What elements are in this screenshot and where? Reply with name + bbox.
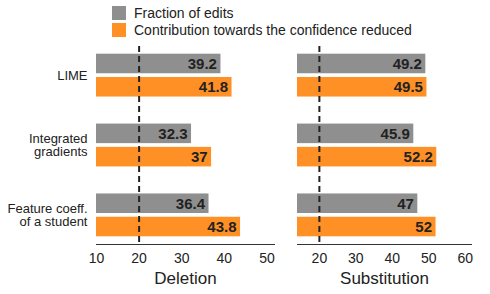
svg-text:Feature coeff.of a student: Feature coeff.of a student [8,201,88,229]
svg-text:39.2: 39.2 [188,55,217,72]
svg-text:40: 40 [385,250,401,266]
svg-text:32.3: 32.3 [158,125,187,142]
svg-text:20: 20 [312,250,328,266]
svg-text:41.8: 41.8 [199,78,228,95]
html-text:Substitution: Substitution [340,269,429,288]
svg-text:10: 10 [89,250,105,266]
svg-text:43.8: 43.8 [207,218,236,235]
svg-text:49.5: 49.5 [394,78,423,95]
svg-text:60: 60 [457,250,473,266]
svg-text:47: 47 [397,195,414,212]
svg-text:LIME: LIME [57,68,88,83]
svg-text:30: 30 [348,250,364,266]
svg-text:52.2: 52.2 [404,148,433,165]
svg-text:45.9: 45.9 [381,125,410,142]
svg-text:50: 50 [421,250,437,266]
svg-text:49.2: 49.2 [393,55,422,72]
svg-text:52: 52 [415,218,432,235]
svg-text:36.4: 36.4 [176,195,206,212]
svg-text:37: 37 [191,148,208,165]
svg-text:50: 50 [259,250,275,266]
svg-text:40: 40 [217,250,233,266]
html-text:Contribution towards the confi: Contribution towards the confidence redu… [134,21,412,38]
html-text:Deletion: Deletion [154,269,217,288]
html-text:Fraction of edits: Fraction of edits [134,4,234,21]
svg-text:Integratedgradients: Integratedgradients [29,131,88,159]
svg-text:30: 30 [174,250,190,266]
svg-text:20: 20 [131,250,147,266]
